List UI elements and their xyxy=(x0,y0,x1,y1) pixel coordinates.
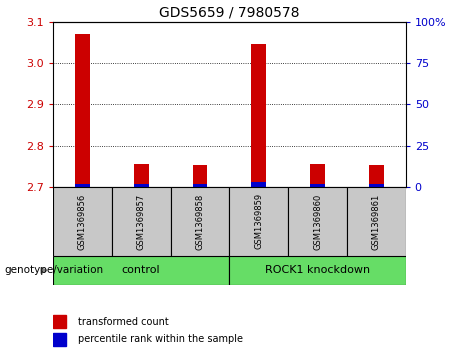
Bar xyxy=(369,184,384,187)
Bar xyxy=(229,187,288,256)
Bar xyxy=(53,315,66,328)
Bar xyxy=(53,187,112,256)
Bar xyxy=(53,256,230,285)
Text: control: control xyxy=(122,265,160,276)
Bar xyxy=(112,187,171,256)
Bar xyxy=(134,164,148,187)
Text: genotype/variation: genotype/variation xyxy=(5,265,104,276)
Bar xyxy=(369,165,384,187)
Bar xyxy=(229,256,406,285)
Bar xyxy=(310,164,325,187)
Bar xyxy=(193,165,207,187)
Title: GDS5659 / 7980578: GDS5659 / 7980578 xyxy=(159,5,300,19)
Bar xyxy=(251,182,266,187)
Text: GSM1369856: GSM1369856 xyxy=(78,193,87,249)
Bar xyxy=(171,187,230,256)
Text: GSM1369857: GSM1369857 xyxy=(136,193,146,249)
Text: transformed count: transformed count xyxy=(78,317,168,327)
Text: GSM1369858: GSM1369858 xyxy=(195,193,205,249)
Bar xyxy=(134,184,148,187)
Text: ROCK1 knockdown: ROCK1 knockdown xyxy=(265,265,370,276)
Text: percentile rank within the sample: percentile rank within the sample xyxy=(78,334,242,344)
Text: GSM1369861: GSM1369861 xyxy=(372,193,381,249)
Text: GSM1369859: GSM1369859 xyxy=(254,193,263,249)
Bar xyxy=(193,184,207,187)
Bar xyxy=(347,187,406,256)
Bar xyxy=(53,333,66,346)
Bar xyxy=(251,44,266,187)
Text: GSM1369860: GSM1369860 xyxy=(313,193,322,249)
Bar xyxy=(288,187,347,256)
Bar xyxy=(75,34,90,187)
Bar xyxy=(75,184,90,187)
Bar xyxy=(310,184,325,187)
